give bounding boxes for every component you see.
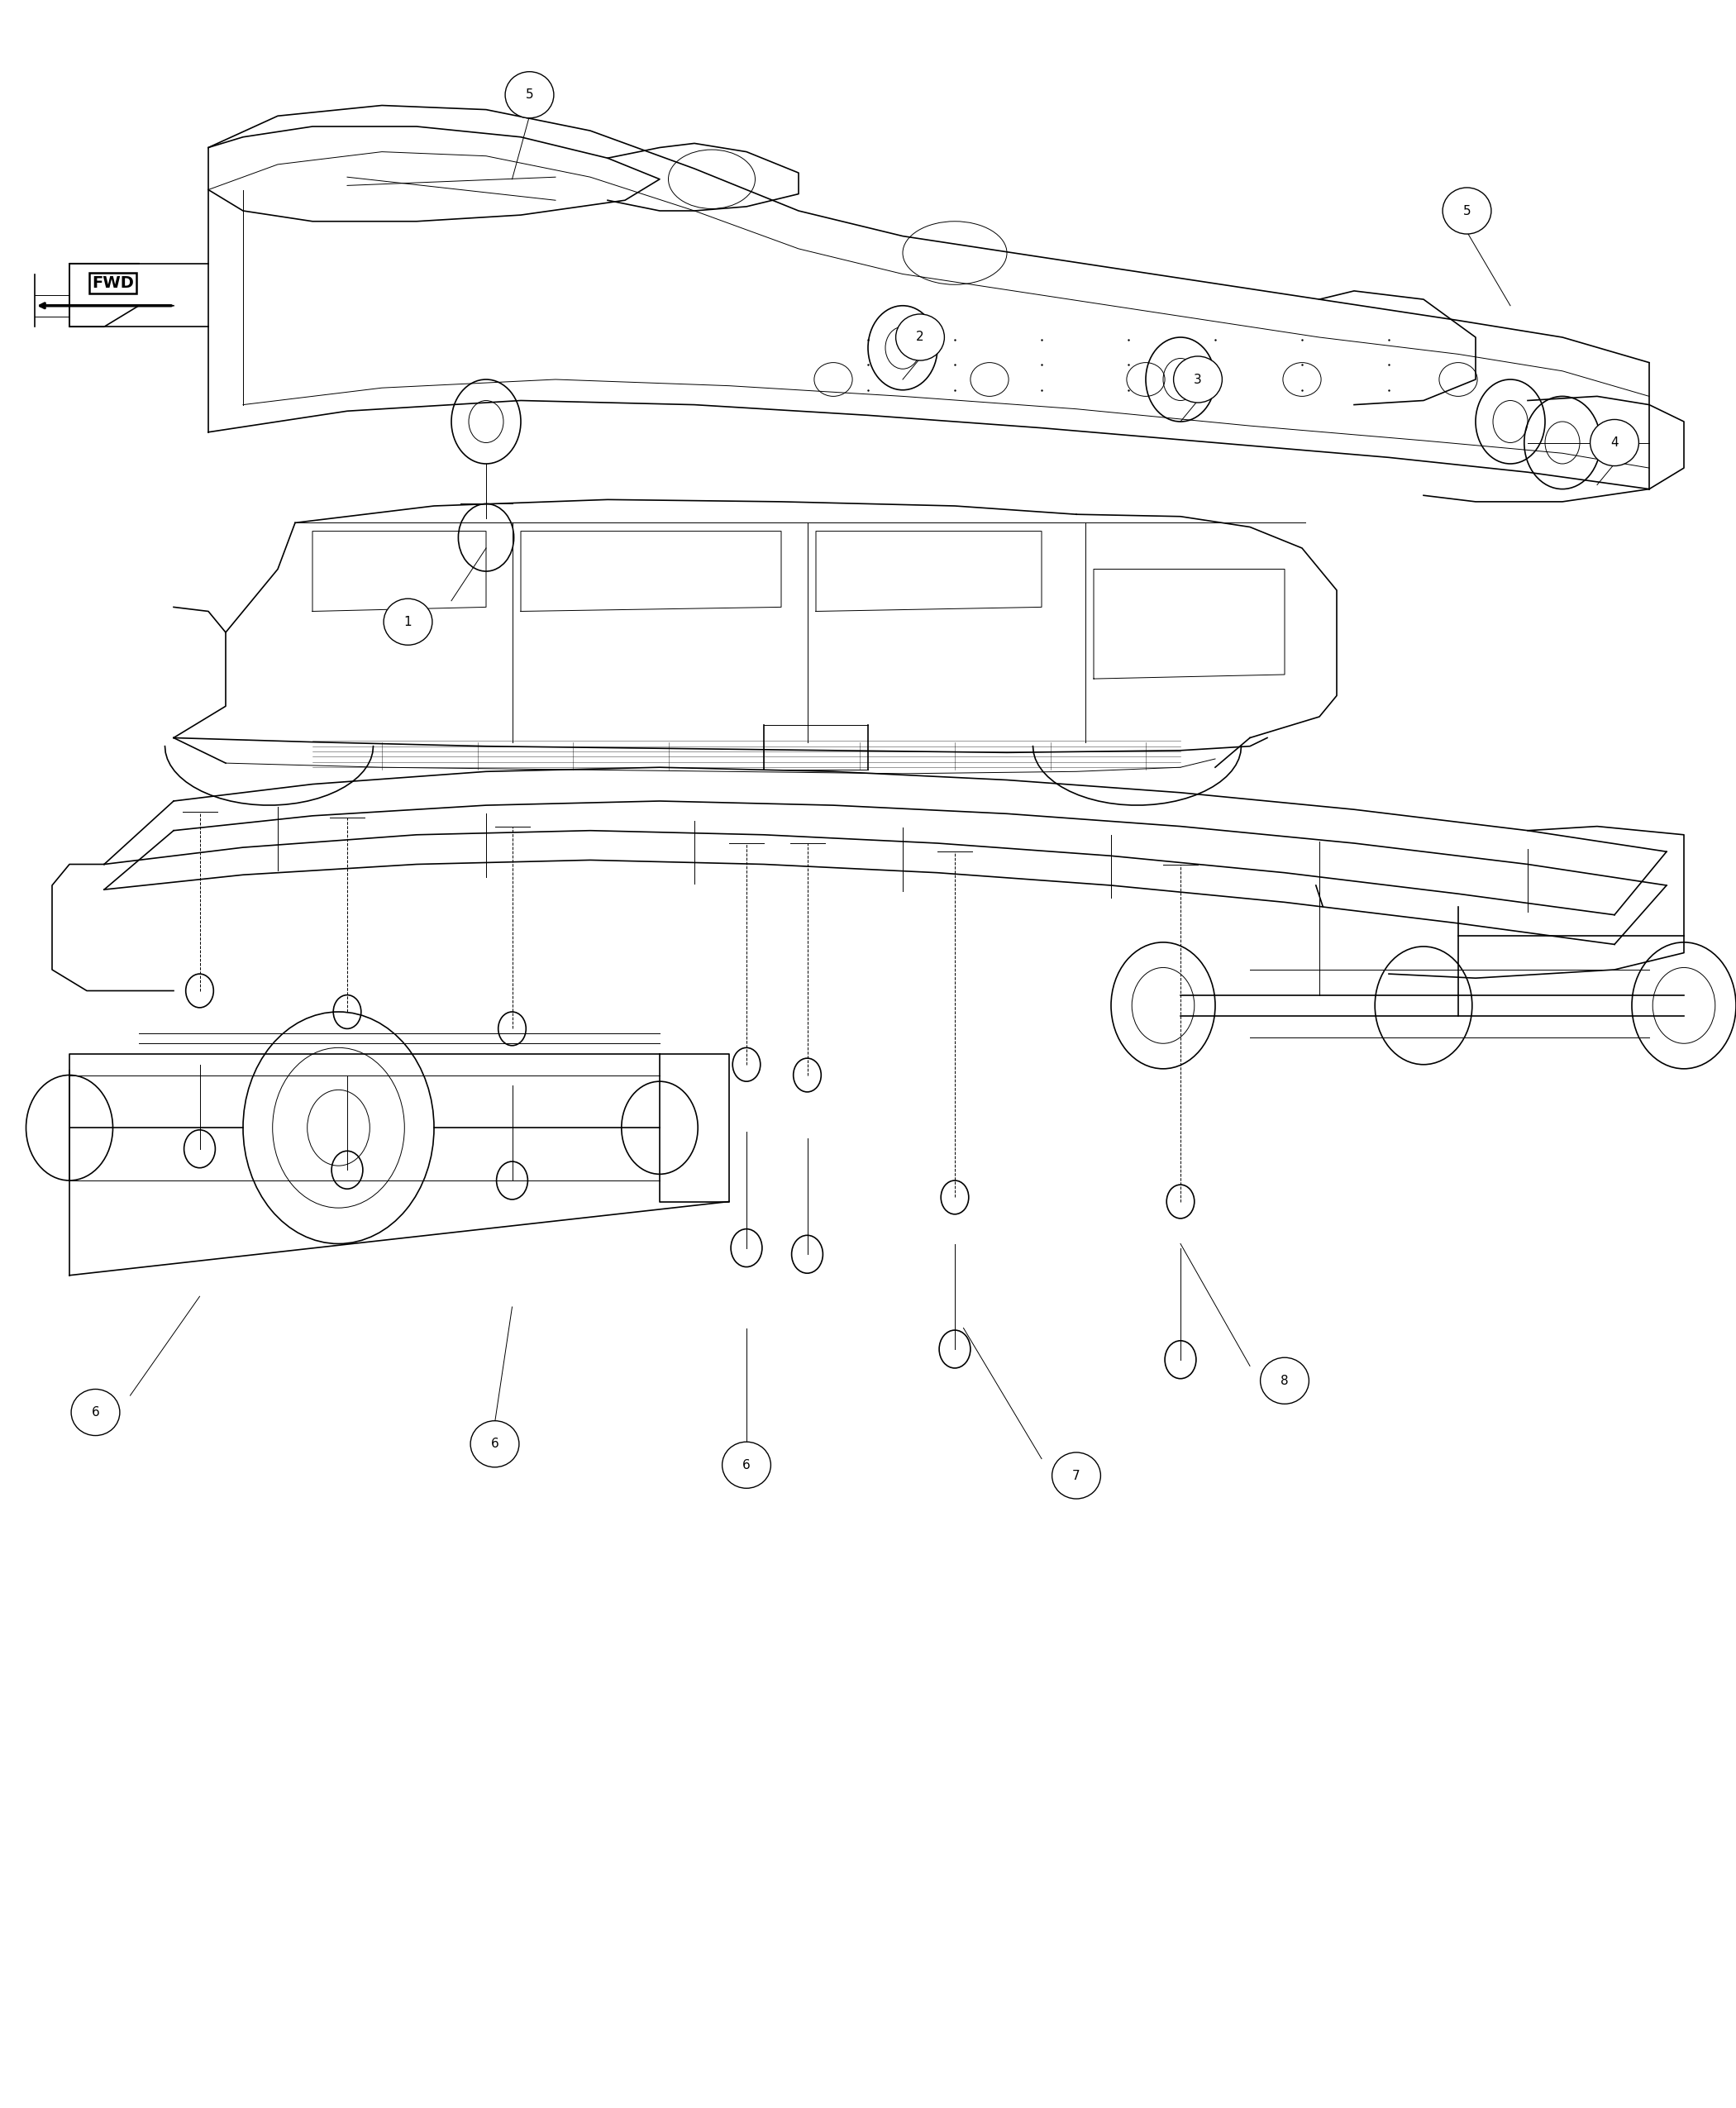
- Text: 8: 8: [1281, 1374, 1288, 1387]
- Text: 1: 1: [404, 616, 411, 628]
- Ellipse shape: [1590, 419, 1639, 466]
- Text: 6: 6: [92, 1406, 99, 1419]
- Ellipse shape: [384, 599, 432, 645]
- Text: 5: 5: [1463, 204, 1470, 217]
- Text: 6: 6: [491, 1438, 498, 1450]
- Text: FWD: FWD: [92, 276, 134, 291]
- Text: 3: 3: [1194, 373, 1201, 386]
- Ellipse shape: [1443, 188, 1491, 234]
- Ellipse shape: [1174, 356, 1222, 403]
- Text: 6: 6: [743, 1459, 750, 1471]
- Text: 5: 5: [526, 89, 533, 101]
- Text: 7: 7: [1073, 1469, 1080, 1482]
- Ellipse shape: [505, 72, 554, 118]
- Ellipse shape: [1052, 1452, 1101, 1499]
- Text: 2: 2: [917, 331, 924, 344]
- Ellipse shape: [722, 1442, 771, 1488]
- Ellipse shape: [470, 1421, 519, 1467]
- Ellipse shape: [1260, 1358, 1309, 1404]
- Ellipse shape: [71, 1389, 120, 1436]
- Text: 4: 4: [1611, 436, 1618, 449]
- Ellipse shape: [896, 314, 944, 360]
